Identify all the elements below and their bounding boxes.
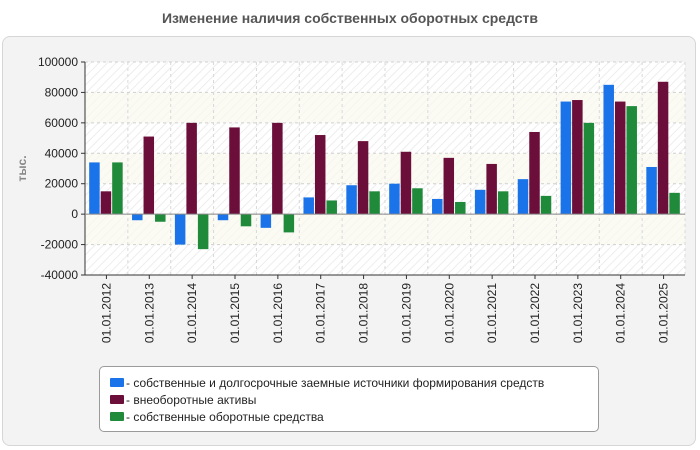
bar-sources (174, 214, 186, 245)
bar-noncurrent-assets (100, 191, 112, 215)
legend-label: - внеоборотные активы (126, 392, 257, 407)
bar-sources (517, 179, 529, 215)
bar-noncurrent-assets (229, 127, 240, 215)
x-tick-label: 01.01.2019 (399, 283, 413, 343)
bar-sources (560, 101, 572, 215)
y-tick-label: 40000 (45, 146, 79, 160)
legend-swatch-icon (110, 395, 124, 404)
legend-item-sources: - собственные и долгосрочные заемные ист… (110, 374, 588, 391)
legend-label: - собственные и долгосрочные заемные ист… (126, 375, 545, 390)
bar-working-capital (326, 200, 337, 215)
grid-band (85, 153, 685, 184)
y-tick-label: 60000 (45, 116, 79, 130)
bar-working-capital (669, 192, 680, 215)
x-tick-label: 01.01.2017 (314, 283, 328, 343)
bar-noncurrent-assets (400, 151, 412, 215)
x-tick-label: 01.01.2022 (528, 283, 542, 343)
y-tick-label: 20000 (45, 177, 79, 191)
legend: - собственные и долгосрочные заемные ист… (99, 366, 599, 432)
bar-working-capital (540, 195, 552, 215)
bar-working-capital (283, 214, 295, 233)
x-tick-label: 01.01.2018 (357, 283, 371, 343)
bar-noncurrent-assets (572, 100, 583, 215)
y-axis-label: тыс. (15, 155, 29, 181)
legend-swatch-icon (110, 378, 124, 387)
x-tick-label: 01.01.2020 (442, 283, 456, 343)
x-tick-label: 01.01.2016 (271, 283, 285, 343)
x-tick-label: 01.01.2015 (228, 283, 242, 343)
x-tick-label: 01.01.2024 (614, 283, 628, 343)
y-tick-label: 0 (71, 207, 78, 221)
bar-working-capital (112, 162, 123, 215)
x-tick-label: 01.01.2025 (657, 283, 671, 343)
x-tick-label: 01.01.2021 (485, 283, 499, 343)
bar-noncurrent-assets (272, 122, 283, 215)
bar-working-capital (583, 122, 595, 215)
bar-sources (646, 166, 657, 215)
bar-noncurrent-assets (614, 101, 626, 215)
bar-working-capital (626, 106, 637, 215)
bar-noncurrent-assets (443, 157, 455, 215)
bar-sources (474, 189, 486, 215)
bar-sources (603, 84, 614, 215)
bar-working-capital (155, 214, 166, 222)
legend-swatch-icon (110, 412, 124, 421)
bar-sources (260, 214, 272, 228)
y-tick-label: -20000 (41, 238, 79, 252)
bar-working-capital (497, 191, 509, 215)
bar-sources (217, 214, 229, 221)
bar-noncurrent-assets (143, 136, 155, 215)
legend-item-working-capital: - собственные оборотные средства (110, 408, 588, 425)
bar-noncurrent-assets (657, 81, 669, 215)
bar-sources (432, 198, 443, 215)
bar-working-capital (455, 201, 466, 215)
bar-working-capital (369, 191, 380, 215)
bar-working-capital (412, 188, 423, 215)
chart-title: Изменение наличия собственных оборотных … (161, 10, 539, 26)
bar-noncurrent-assets (186, 122, 197, 215)
x-tick-label: 01.01.2012 (99, 283, 113, 343)
bar-noncurrent-assets (314, 135, 326, 215)
bar-noncurrent-assets (529, 131, 540, 215)
x-tick-label: 01.01.2013 (142, 283, 156, 343)
bar-sources (389, 183, 400, 215)
bar-noncurrent-assets (486, 163, 497, 215)
legend-item-noncurrent-assets: - внеоборотные активы (110, 391, 588, 408)
x-tick-label: 01.01.2023 (571, 283, 585, 343)
bar-sources (89, 162, 100, 215)
y-tick-label: -40000 (41, 268, 79, 282)
x-tick-label: 01.01.2014 (185, 283, 199, 343)
bar-sources (303, 197, 314, 215)
y-tick-label: 80000 (45, 85, 79, 99)
bar-noncurrent-assets (357, 141, 369, 215)
legend-label: - собственные оборотные средства (126, 409, 324, 424)
bar-sources (346, 185, 357, 215)
bar-sources (132, 214, 143, 221)
bar-working-capital (240, 214, 252, 227)
y-tick-label: 100000 (38, 55, 78, 69)
bar-working-capital (197, 214, 209, 250)
